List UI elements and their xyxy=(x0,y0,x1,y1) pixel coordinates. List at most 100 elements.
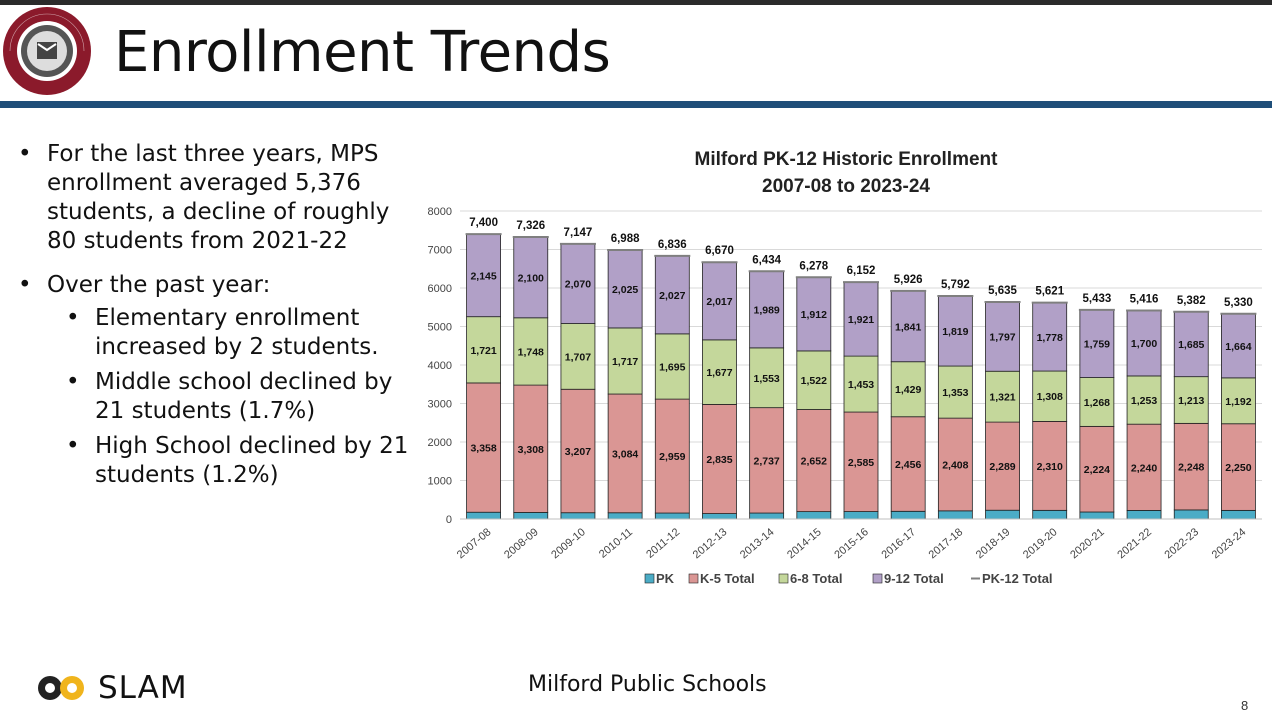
total-label: 7,147 xyxy=(564,227,593,239)
bar-segment xyxy=(1126,423,1162,511)
bar-segment xyxy=(466,382,501,513)
bar-segment xyxy=(1079,309,1115,378)
data-label: 2,456 xyxy=(895,459,921,471)
total-label: 6,988 xyxy=(611,233,640,245)
data-label: 2,248 xyxy=(1178,462,1204,474)
legend-swatch xyxy=(688,573,699,584)
data-label: 2,100 xyxy=(518,272,544,284)
data-label: 1,721 xyxy=(470,345,496,357)
bar-segment xyxy=(749,407,785,514)
data-label: 1,700 xyxy=(1131,338,1157,350)
data-label: 1,759 xyxy=(1084,339,1110,351)
data-label: 2,585 xyxy=(848,457,874,469)
data-label: 2,224 xyxy=(1084,464,1110,476)
bar-segment xyxy=(937,365,973,419)
legend-swatch xyxy=(644,573,655,584)
bar-segment xyxy=(1221,377,1256,425)
x-tick-label: 2014-15 xyxy=(785,526,824,561)
y-tick-label: 6000 xyxy=(428,283,452,295)
bar-segment xyxy=(702,404,737,514)
bar-segment xyxy=(937,417,973,512)
bar-segment xyxy=(1032,302,1068,372)
bullet-list: For the last three years, MPS enrollment… xyxy=(18,140,418,505)
x-tick-label: 2019-20 xyxy=(1021,526,1060,561)
x-tick-label: 2009-10 xyxy=(549,526,588,561)
bar-segment xyxy=(985,370,1020,423)
data-label: 1,695 xyxy=(659,361,685,373)
bar-segment xyxy=(937,510,973,520)
total-label: 6,434 xyxy=(752,254,781,266)
bar-segment xyxy=(654,333,690,400)
data-label: 1,819 xyxy=(942,326,968,338)
bar-segment xyxy=(654,398,690,514)
bar-segment xyxy=(607,393,643,514)
data-label: 2,145 xyxy=(470,270,496,282)
bar-segment xyxy=(1126,375,1162,425)
bar-segment xyxy=(560,323,596,390)
y-tick-label: 2000 xyxy=(428,437,452,449)
total-label: 6,152 xyxy=(847,265,876,277)
data-label: 3,207 xyxy=(565,446,591,458)
bar-segment xyxy=(607,327,643,395)
top-bar xyxy=(0,0,1272,5)
bullet-text: For the last three years, MPS enrollment… xyxy=(47,141,390,254)
sub-bullet-text: Elementary enrollment increased by 2 stu… xyxy=(95,305,379,360)
data-label: 1,664 xyxy=(1225,341,1251,353)
bar-segment xyxy=(654,255,690,335)
data-label: 1,989 xyxy=(754,305,780,317)
x-tick-label: 2022-23 xyxy=(1163,526,1202,561)
bar-segment xyxy=(1032,370,1068,422)
page-title: Enrollment Trends xyxy=(114,20,611,85)
page-number: 8 xyxy=(1241,698,1249,713)
data-label: 2,959 xyxy=(659,451,685,463)
total-label: 5,926 xyxy=(894,274,923,286)
data-label: 1,778 xyxy=(1037,332,1063,344)
data-label: 3,358 xyxy=(470,443,496,455)
data-label: 1,429 xyxy=(895,384,921,396)
bullet-text: Over the past year: xyxy=(47,272,271,298)
data-label: 2,017 xyxy=(706,296,732,308)
data-label: 1,453 xyxy=(848,379,874,391)
bar-segment xyxy=(1032,421,1068,511)
bar-segment xyxy=(560,512,596,520)
total-label: 6,278 xyxy=(799,260,828,272)
bar-segment xyxy=(749,512,785,520)
sub-bullet-item: Elementary enrollment increased by 2 stu… xyxy=(47,304,418,362)
total-label: 5,792 xyxy=(941,279,970,291)
x-tick-label: 2018-19 xyxy=(974,526,1013,561)
bar-segment xyxy=(702,513,737,520)
x-tick-label: 2015-16 xyxy=(832,526,871,561)
total-label: 5,416 xyxy=(1130,293,1159,305)
total-label: 7,400 xyxy=(469,217,498,229)
total-label: 5,382 xyxy=(1177,295,1206,307)
legend-label: 9-12 Total xyxy=(884,571,944,586)
y-tick-label: 8000 xyxy=(428,206,452,218)
bar-segment xyxy=(985,421,1020,511)
total-label: 5,621 xyxy=(1035,286,1064,298)
x-tick-label: 2017-18 xyxy=(927,526,966,561)
data-label: 1,321 xyxy=(989,392,1015,404)
data-label: 2,025 xyxy=(612,284,638,296)
bar-segment xyxy=(1079,511,1115,520)
bar-segment xyxy=(513,384,549,513)
data-label: 1,685 xyxy=(1178,339,1204,351)
data-label: 2,070 xyxy=(565,279,591,291)
slam-brand: SLAM xyxy=(36,668,188,708)
bar-segment xyxy=(843,355,879,413)
y-tick-label: 3000 xyxy=(428,399,452,411)
bar-segment xyxy=(466,233,501,318)
legend-label: K-5 Total xyxy=(700,571,755,586)
bar-segment xyxy=(937,295,973,367)
bar-segment xyxy=(466,511,501,520)
sub-bullet-item: Middle school declined by 21 students (1… xyxy=(47,368,418,426)
bar-segment xyxy=(513,317,549,386)
bar-segment xyxy=(513,236,549,319)
total-label: 5,635 xyxy=(988,285,1017,297)
bar-segment xyxy=(843,411,879,512)
total-label: 5,433 xyxy=(1082,293,1111,305)
bar-segment xyxy=(1032,509,1068,520)
bar-segment xyxy=(1221,509,1256,520)
legend-swatch xyxy=(872,573,883,584)
bar-segment xyxy=(1221,423,1256,511)
x-tick-label: 2007-08 xyxy=(455,526,494,561)
